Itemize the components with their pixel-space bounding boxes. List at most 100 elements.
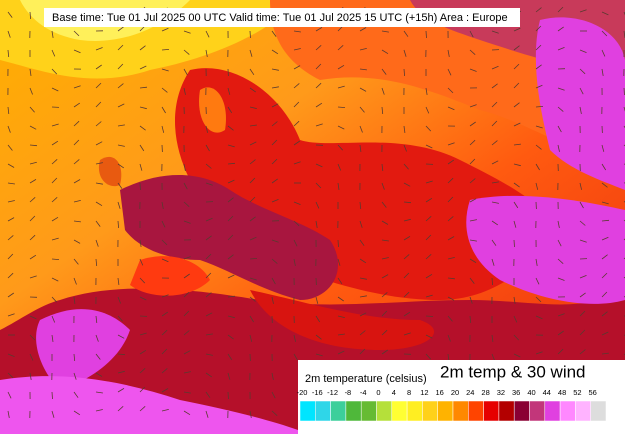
wind-barb [95,201,103,207]
wind-barb [381,106,384,115]
color-swatch [513,400,530,422]
wind-barb [227,254,234,260]
colorbar-label: 0 [376,388,380,397]
color-swatch [452,400,469,422]
wind-barb [557,220,560,228]
wind-barb [7,217,15,222]
wind-barb [557,239,562,247]
wind-barb [7,11,13,18]
wind-barb [183,256,191,260]
wind-barb [359,125,363,133]
wind-barb [403,332,411,336]
wind-barb [469,239,477,242]
wind-barb [29,68,32,76]
wind-barb [579,87,584,95]
wind-barb [227,334,234,340]
wind-barb [337,258,341,266]
wind-barb [513,334,519,341]
color-swatch [437,400,454,422]
wind-barb [51,334,54,342]
colorbar-label: -16 [312,388,323,397]
wind-barb [139,163,143,171]
wind-barb [183,30,191,34]
wind-barb [513,201,519,209]
wind-barb [227,215,234,222]
wind-barb [315,201,320,209]
wind-barb [425,30,427,39]
wind-barb [117,182,123,189]
wind-barb [315,334,322,340]
wind-barb [139,125,146,131]
wind-barb [249,30,251,39]
wind-barb [51,410,55,418]
wind-barb [491,140,498,146]
wind-barb [205,333,213,336]
wind-barb [95,182,103,185]
wind-barb [359,201,362,210]
wind-barb [183,163,186,171]
wind-barb [381,310,388,317]
wind-barb [51,140,59,146]
wind-barb [7,182,15,185]
wind-barb [95,82,102,89]
wind-barb [73,372,77,380]
wind-barb [337,163,342,171]
wind-barb [381,182,385,190]
wind-barb [161,106,166,114]
wind-barb [73,277,77,285]
wind-barb [337,277,343,285]
wind-barb [95,409,103,412]
wind-barb [557,330,564,336]
wind-barb [359,220,363,228]
wind-barb [535,106,544,108]
wind-barb [271,49,279,55]
wind-barb [535,315,543,320]
color-swatch [468,400,484,422]
wind-barb [359,68,367,71]
wind-barb [425,180,433,184]
wind-barb [469,219,477,222]
wind-barb [403,49,407,57]
wind-barb [447,87,454,94]
wind-barb [51,197,58,203]
wind-barb [249,106,257,109]
wind-barb [535,7,542,13]
wind-barb [491,83,498,89]
wind-barb [315,82,322,89]
wind-barb [579,329,586,336]
colorbar-label: 24 [466,388,474,397]
wind-barb [29,106,35,113]
color-swatch [299,400,316,422]
wind-barb [205,144,210,152]
wind-barb [205,353,213,356]
wind-barb [51,87,59,92]
wind-barb [205,372,213,378]
wind-barb [381,87,385,95]
colorbar-label: 36 [512,388,520,397]
wind-barb [293,101,300,108]
wind-barb [315,123,323,127]
wind-barb [469,49,476,55]
wind-barb [535,25,542,32]
wind-barb [7,106,10,115]
wind-barb [183,371,191,374]
wind-barb [425,234,432,241]
wind-barb [403,201,412,204]
wind-barb [315,45,322,51]
wind-barb [337,125,345,130]
wind-barb [293,140,301,146]
wind-barb [51,258,60,260]
wind-barb [601,11,609,16]
wind-barb [293,334,296,342]
wind-barb [601,182,608,188]
wind-barb [381,201,387,208]
wind-barb [117,63,124,70]
legend-box [298,360,625,434]
color-swatch [406,400,423,422]
wind-barb [513,353,521,358]
wind-barb [623,106,625,112]
wind-barb [557,6,564,13]
wind-barb [51,30,54,38]
wind-barb [161,311,169,317]
wind-barb [447,142,455,146]
